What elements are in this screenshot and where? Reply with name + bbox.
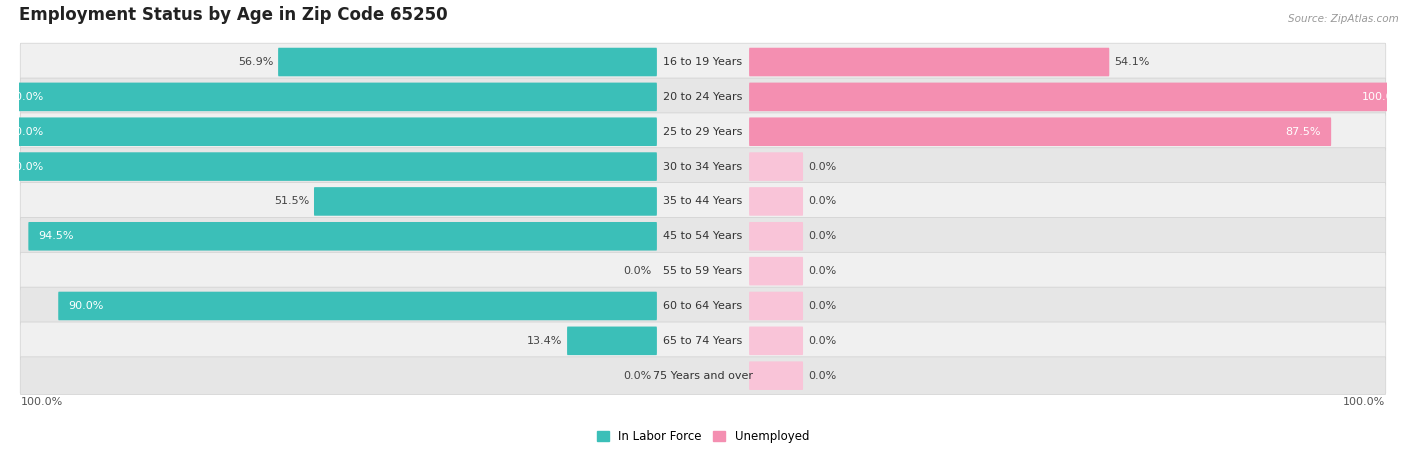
Text: Employment Status by Age in Zip Code 65250: Employment Status by Age in Zip Code 652… [18, 5, 447, 23]
FancyBboxPatch shape [20, 78, 1386, 116]
FancyBboxPatch shape [58, 292, 657, 320]
FancyBboxPatch shape [749, 327, 803, 355]
Text: 0.0%: 0.0% [808, 266, 837, 276]
Text: 0.0%: 0.0% [808, 162, 837, 171]
FancyBboxPatch shape [749, 152, 803, 181]
Text: 0.0%: 0.0% [623, 371, 651, 381]
FancyBboxPatch shape [749, 48, 1109, 76]
FancyBboxPatch shape [749, 361, 803, 390]
Text: 75 Years and over: 75 Years and over [652, 371, 754, 381]
FancyBboxPatch shape [749, 222, 803, 251]
Text: 100.0%: 100.0% [3, 127, 45, 137]
FancyBboxPatch shape [749, 257, 803, 285]
Text: 60 to 64 Years: 60 to 64 Years [664, 301, 742, 311]
FancyBboxPatch shape [0, 152, 657, 181]
Text: 0.0%: 0.0% [808, 197, 837, 207]
Text: 100.0%: 100.0% [21, 397, 63, 407]
FancyBboxPatch shape [20, 43, 1386, 81]
FancyBboxPatch shape [20, 217, 1386, 255]
Text: 0.0%: 0.0% [623, 266, 651, 276]
Text: 30 to 34 Years: 30 to 34 Years [664, 162, 742, 171]
Text: Source: ZipAtlas.com: Source: ZipAtlas.com [1288, 14, 1399, 23]
Text: 87.5%: 87.5% [1285, 127, 1320, 137]
FancyBboxPatch shape [20, 357, 1386, 395]
FancyBboxPatch shape [0, 83, 657, 111]
FancyBboxPatch shape [20, 287, 1386, 325]
FancyBboxPatch shape [749, 292, 803, 320]
Text: 56.9%: 56.9% [238, 57, 273, 67]
Text: 54.1%: 54.1% [1114, 57, 1150, 67]
Text: 0.0%: 0.0% [808, 336, 837, 346]
Text: 0.0%: 0.0% [808, 301, 837, 311]
Text: 13.4%: 13.4% [527, 336, 562, 346]
Text: 90.0%: 90.0% [69, 301, 104, 311]
Text: 100.0%: 100.0% [1361, 92, 1403, 102]
Text: 55 to 59 Years: 55 to 59 Years [664, 266, 742, 276]
Text: 45 to 54 Years: 45 to 54 Years [664, 231, 742, 241]
Text: 0.0%: 0.0% [808, 371, 837, 381]
FancyBboxPatch shape [749, 187, 803, 216]
Text: 25 to 29 Years: 25 to 29 Years [664, 127, 742, 137]
Text: 100.0%: 100.0% [1343, 397, 1385, 407]
FancyBboxPatch shape [278, 48, 657, 76]
FancyBboxPatch shape [749, 83, 1406, 111]
Text: 20 to 24 Years: 20 to 24 Years [664, 92, 742, 102]
Text: 35 to 44 Years: 35 to 44 Years [664, 197, 742, 207]
Text: 65 to 74 Years: 65 to 74 Years [664, 336, 742, 346]
FancyBboxPatch shape [314, 187, 657, 216]
Legend: In Labor Force, Unemployed: In Labor Force, Unemployed [592, 426, 814, 448]
FancyBboxPatch shape [749, 117, 1331, 146]
Text: 100.0%: 100.0% [3, 92, 45, 102]
Text: 94.5%: 94.5% [39, 231, 75, 241]
FancyBboxPatch shape [20, 183, 1386, 220]
Text: 51.5%: 51.5% [274, 197, 309, 207]
FancyBboxPatch shape [20, 113, 1386, 151]
FancyBboxPatch shape [0, 117, 657, 146]
FancyBboxPatch shape [20, 322, 1386, 360]
FancyBboxPatch shape [20, 148, 1386, 185]
Text: 0.0%: 0.0% [808, 231, 837, 241]
FancyBboxPatch shape [20, 252, 1386, 290]
FancyBboxPatch shape [567, 327, 657, 355]
Text: 16 to 19 Years: 16 to 19 Years [664, 57, 742, 67]
FancyBboxPatch shape [28, 222, 657, 251]
Text: 100.0%: 100.0% [3, 162, 45, 171]
